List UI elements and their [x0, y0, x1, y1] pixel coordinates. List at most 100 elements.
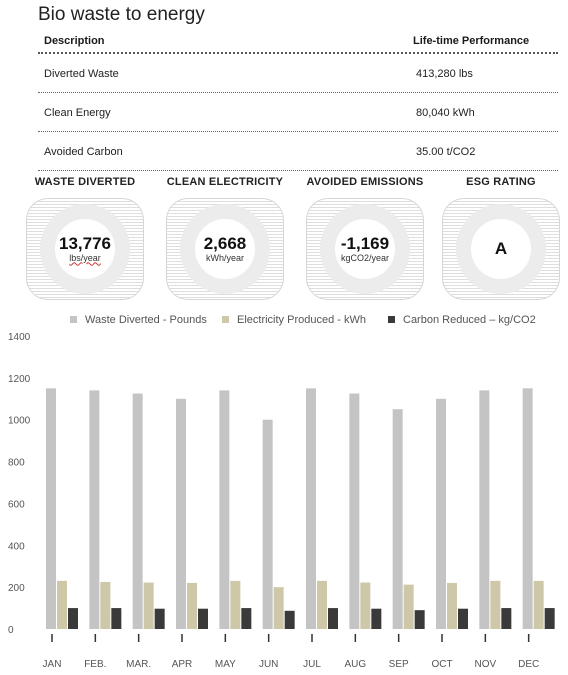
kpi-unit: kWh/year [205, 252, 244, 263]
divider [38, 131, 558, 132]
table-row: Diverted Waste 413,280 lbs [38, 54, 558, 92]
kpi-box: 13,776 lbs/year [26, 198, 144, 300]
divider [38, 52, 558, 54]
legend-swatch [222, 315, 229, 323]
legend-item-carbon: Carbon Reduced – kg/CO2 [388, 314, 536, 326]
legend-label: Carbon Reduced – kg/CO2 [403, 314, 536, 326]
x-tick-label: MAR. [126, 659, 151, 670]
bar [392, 409, 403, 629]
bar [447, 582, 457, 629]
kpi-box: A [442, 198, 560, 300]
kpi-title: AVOIDED EMISSIONS [306, 176, 424, 188]
bar [187, 582, 197, 629]
kpi-value: 2,668 [203, 233, 247, 253]
bar [219, 390, 230, 629]
y-tick-label: 200 [8, 583, 25, 594]
bar [111, 608, 122, 629]
bar [403, 584, 414, 629]
bar [458, 608, 468, 629]
x-tick-label: APR [172, 659, 193, 670]
kpi-box: -1,169 kgCO2/year [306, 198, 424, 300]
kpi-title: ESG RATING [466, 176, 536, 188]
bar [176, 398, 186, 629]
row-value: 80,040 kWh [416, 107, 475, 119]
kpi-card-clean-electricity: CLEAN ELECTRICITY 2,668 kWh/year [166, 176, 284, 300]
x-tick-label: NOV [474, 659, 496, 670]
legend-swatch [70, 315, 77, 323]
y-tick-label: 800 [8, 458, 25, 469]
legend-label: Electricity Produced - kWh [237, 314, 366, 326]
y-tick-label: 0 [8, 625, 14, 636]
row-label: Clean Energy [44, 107, 111, 119]
bar [89, 390, 100, 629]
kpi-unit: lbs/year [69, 252, 101, 263]
bar [414, 610, 425, 629]
legend-item-waste: Waste Diverted - Pounds [70, 314, 207, 326]
kpi-ring: A [456, 204, 546, 294]
table-row: Avoided Carbon 35.00 t/CO2 [38, 132, 558, 170]
bar [46, 388, 56, 629]
bar [544, 608, 555, 629]
table-row: Clean Energy 80,040 kWh [38, 93, 558, 131]
y-tick-label: 600 [8, 499, 25, 510]
bar [262, 419, 273, 629]
kpi-value: -1,169 [340, 233, 390, 253]
kpi-title: WASTE DIVERTED [34, 176, 136, 188]
bar [371, 608, 382, 629]
bar [143, 582, 154, 629]
kpi-unit: kgCO2/year [340, 252, 390, 263]
kpi-card-waste-diverted: WASTE DIVERTED 13,776 lbs/year [26, 176, 144, 300]
x-tick-label: SEP [389, 659, 409, 670]
kpi-value: 13,776 [59, 233, 111, 253]
bar [360, 582, 371, 629]
kpi-value: A [494, 239, 508, 258]
legend-label: Waste Diverted - Pounds [85, 314, 207, 326]
kpi-box: 2,668 kWh/year [166, 198, 284, 300]
legend-swatch [388, 315, 395, 323]
x-tick-label: OCT [431, 659, 452, 670]
bar [490, 580, 501, 629]
divider [38, 170, 558, 171]
bar [306, 388, 316, 629]
bar [57, 580, 67, 629]
bar [479, 390, 490, 629]
bar [317, 580, 327, 629]
row-label: Diverted Waste [44, 68, 119, 80]
bar [154, 608, 165, 629]
bar [198, 608, 208, 629]
bar [230, 580, 241, 629]
bar [241, 608, 252, 629]
table-header: Description Life-time Performance [38, 30, 558, 52]
bar [349, 393, 360, 629]
row-value: 413,280 lbs [416, 68, 473, 80]
y-tick-label: 1000 [8, 416, 31, 427]
bar [68, 608, 78, 629]
bar [100, 581, 111, 629]
bar [284, 610, 295, 629]
bar [522, 388, 533, 629]
performance-table: Description Life-time Performance Divert… [38, 30, 558, 171]
row-value: 35.00 t/CO2 [416, 146, 476, 158]
kpi-ring: 13,776 lbs/year [40, 204, 130, 294]
bar [132, 393, 143, 629]
kpi-title: CLEAN ELECTRICITY [166, 176, 284, 188]
kpi-cards: WASTE DIVERTED 13,776 lbs/year CLEAN ELE… [26, 176, 560, 301]
header-lifetime-performance: Life-time Performance [413, 35, 530, 47]
x-tick-label: AUG [344, 659, 366, 670]
bar [533, 580, 544, 629]
legend-item-electricity: Electricity Produced - kWh [222, 314, 366, 326]
header-description: Description [44, 35, 105, 47]
kpi-ring: -1,169 kgCO2/year [320, 204, 410, 294]
divider [38, 92, 558, 93]
x-tick-label: JUN [259, 659, 278, 670]
bar [501, 608, 512, 629]
bar-chart: 0 200 400 600 800 1000 1200 1400 JAN FEB. MAR. APR M… [8, 332, 555, 670]
y-tick-label: 1200 [8, 374, 31, 385]
y-tick-label: 400 [8, 541, 25, 552]
x-tick-label: FEB. [84, 659, 106, 670]
bar [273, 587, 284, 629]
y-tick-label: 1400 [8, 332, 31, 343]
bar [436, 398, 446, 629]
kpi-card-esg-rating: ESG RATING A [442, 176, 560, 300]
row-label: Avoided Carbon [44, 146, 123, 158]
